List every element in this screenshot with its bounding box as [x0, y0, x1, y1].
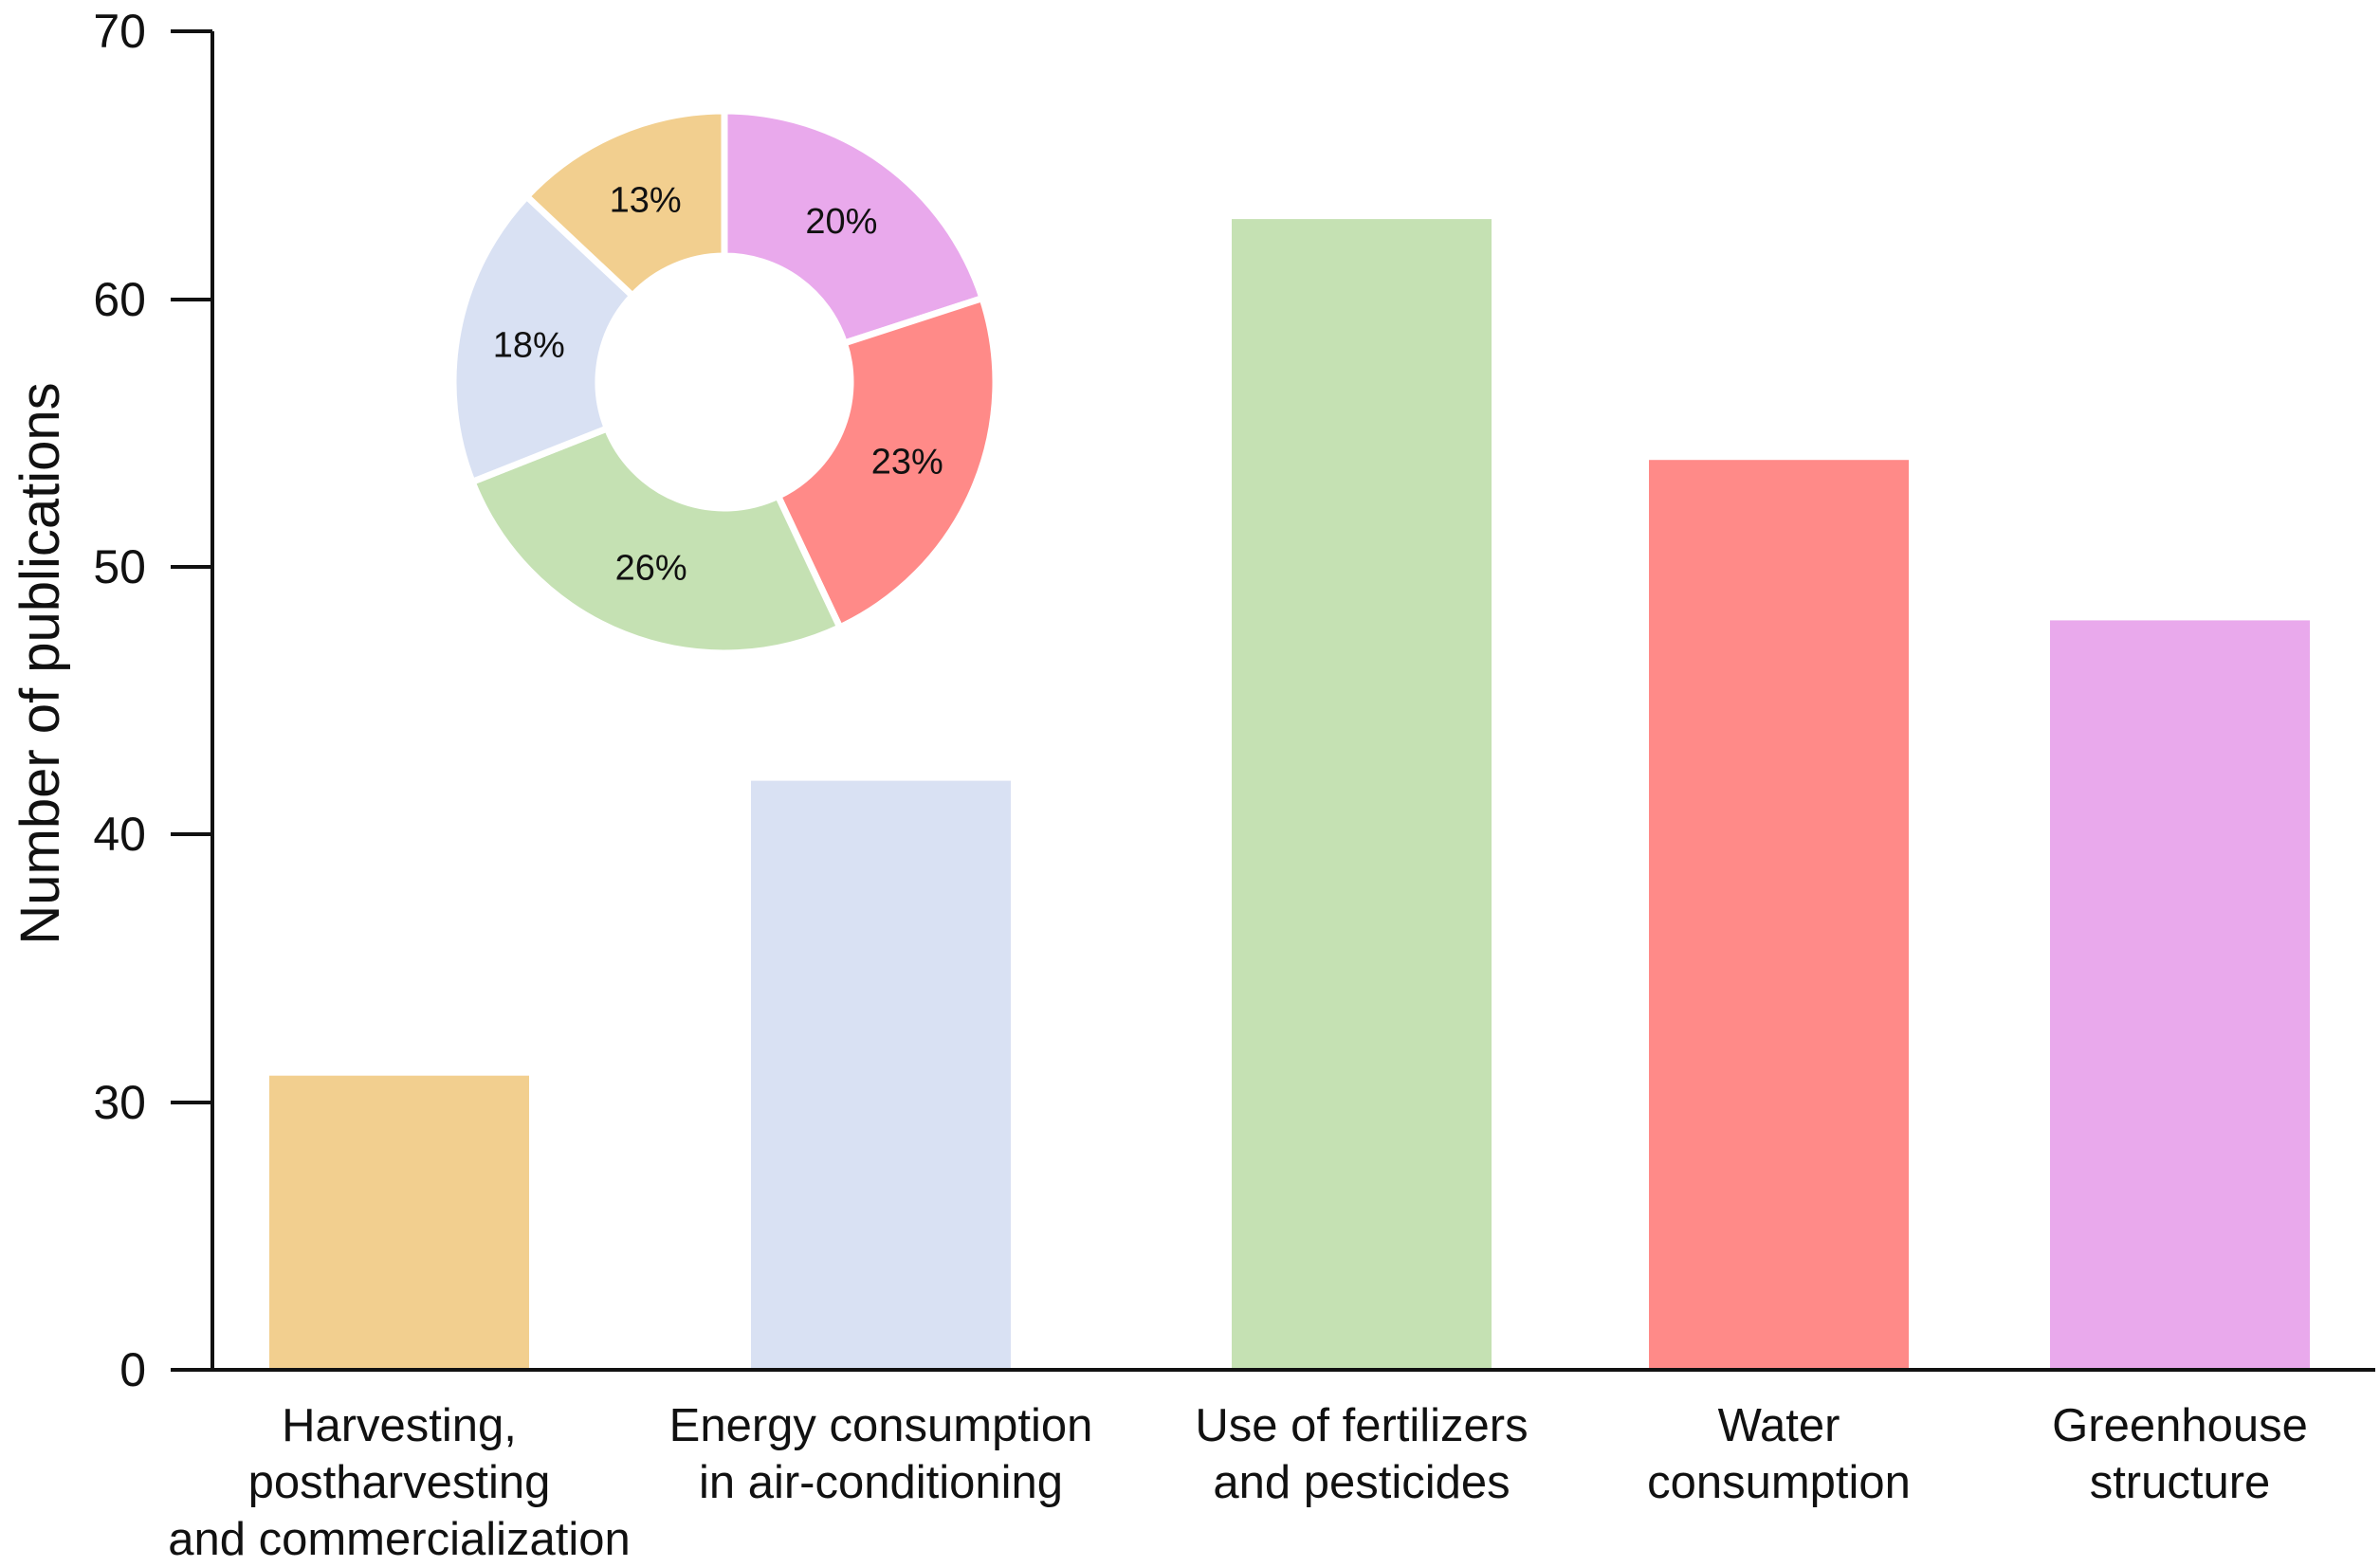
y-tick-label: 70 — [93, 5, 146, 58]
x-tick-label: Energy consumption in air-conditioning — [669, 1400, 1093, 1508]
y-ticks-group: 0 30 40 50 60 70 — [93, 5, 212, 1396]
donut-slice — [449, 192, 636, 485]
donut-slice-label: 18% — [493, 326, 565, 366]
y-tick-label: 60 — [93, 273, 146, 326]
y-axis-title-group: Number of publications — [9, 382, 71, 944]
bars-group — [269, 219, 2310, 1371]
y-tick-label: 30 — [93, 1076, 146, 1129]
x-labels-group: Harvesting, postharvesting and commerciali… — [168, 1400, 2308, 1565]
bar — [1649, 460, 1909, 1370]
donut-slice — [468, 425, 844, 657]
bar — [751, 780, 1011, 1370]
x-tick-label: Harvesting, postharvesting and commerciali… — [168, 1400, 631, 1565]
axes-group — [171, 31, 2375, 1372]
donut-slice — [721, 107, 986, 347]
bar — [269, 1075, 529, 1370]
donut-chart: 20% 23% 26% 18% 13% — [449, 107, 999, 657]
donut-slice-label: 13% — [610, 180, 682, 220]
x-tick-label: Water consumption — [1647, 1400, 1911, 1508]
donut-slice-label: 26% — [615, 548, 687, 588]
bar — [2050, 620, 2310, 1370]
donut-slice-label: 23% — [871, 442, 943, 482]
y-tick-label: 50 — [93, 540, 146, 593]
bar — [1232, 219, 1492, 1371]
x-tick-label: Use of fertilizers and pesticides — [1195, 1400, 1528, 1508]
donut-slice-label: 20% — [805, 202, 877, 242]
y-tick-label: 40 — [93, 808, 146, 861]
x-tick-label: Greenhouse structure — [2052, 1400, 2308, 1508]
donut-slice — [775, 295, 999, 631]
donut-slice — [523, 107, 728, 300]
y-tick-label: 0 — [119, 1343, 146, 1396]
y-axis-title: Number of publications — [9, 382, 71, 944]
